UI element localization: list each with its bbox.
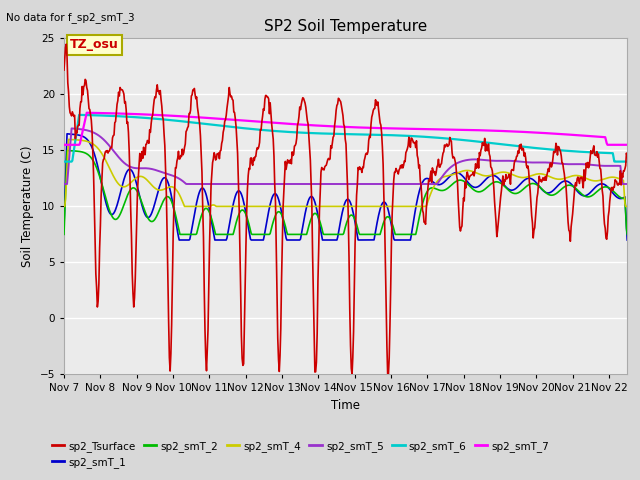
sp2_smT_4 <box>60 204 68 209</box>
sp2_smT_4 <box>465 168 472 173</box>
sp2_smT_1 <box>140 208 147 214</box>
sp2_Tsurface <box>323 162 330 168</box>
sp2_smT_4 <box>479 172 486 178</box>
sp2_Tsurface <box>140 144 147 150</box>
sp2_smT_1 <box>302 207 310 213</box>
sp2_smT_6 <box>140 115 147 120</box>
sp2_smT_5 <box>479 157 486 163</box>
sp2_smT_2 <box>623 231 631 237</box>
sp2_smT_5 <box>623 181 631 187</box>
sp2_smT_1 <box>63 131 71 137</box>
sp2_smT_6 <box>623 159 631 165</box>
sp2_Tsurface <box>63 41 70 47</box>
Line: sp2_smT_4: sp2_smT_4 <box>64 139 627 206</box>
sp2_smT_7 <box>60 142 68 148</box>
sp2_smT_5 <box>323 181 330 187</box>
sp2_smT_4 <box>63 181 70 187</box>
sp2_smT_6 <box>479 139 486 145</box>
sp2_smT_6 <box>465 138 472 144</box>
sp2_smT_1 <box>479 180 487 185</box>
sp2_smT_4 <box>301 204 309 209</box>
sp2_smT_4 <box>323 204 330 209</box>
sp2_smT_1 <box>63 154 70 160</box>
sp2_smT_2 <box>479 188 486 194</box>
sp2_smT_2 <box>60 231 68 237</box>
sp2_smT_7 <box>323 123 330 129</box>
sp2_smT_7 <box>63 142 70 148</box>
sp2_smT_7 <box>623 142 631 148</box>
sp2_Tsurface <box>63 54 71 60</box>
sp2_smT_2 <box>301 231 309 237</box>
sp2_smT_6 <box>60 159 68 165</box>
sp2_smT_2 <box>63 168 70 174</box>
sp2_Tsurface <box>60 67 68 73</box>
sp2_Tsurface <box>623 154 631 160</box>
sp2_Tsurface <box>301 100 309 106</box>
Legend: sp2_Tsurface, sp2_smT_1, sp2_smT_2, sp2_smT_4, sp2_smT_5, sp2_smT_6, sp2_smT_7: sp2_Tsurface, sp2_smT_1, sp2_smT_2, sp2_… <box>47 437 554 472</box>
sp2_smT_1 <box>623 237 631 243</box>
sp2_smT_1 <box>60 223 68 229</box>
sp2_smT_2 <box>323 231 330 237</box>
sp2_smT_4 <box>140 174 147 180</box>
sp2_smT_6 <box>323 131 330 136</box>
Y-axis label: Soil Temperature (C): Soil Temperature (C) <box>21 145 34 267</box>
sp2_smT_2 <box>140 205 147 211</box>
Line: sp2_smT_6: sp2_smT_6 <box>64 115 627 162</box>
X-axis label: Time: Time <box>331 399 360 412</box>
Text: No data for f_sp2_smT_3: No data for f_sp2_smT_3 <box>6 12 135 23</box>
Title: SP2 Soil Temperature: SP2 Soil Temperature <box>264 20 428 35</box>
sp2_smT_5 <box>140 165 147 171</box>
Line: sp2_smT_7: sp2_smT_7 <box>64 113 627 145</box>
Text: TZ_osu: TZ_osu <box>70 38 118 51</box>
sp2_smT_6 <box>301 130 309 136</box>
sp2_smT_5 <box>60 181 68 187</box>
sp2_smT_7 <box>83 110 91 116</box>
sp2_Tsurface <box>348 372 356 377</box>
sp2_smT_7 <box>479 128 486 133</box>
sp2_smT_4 <box>623 204 631 209</box>
Line: sp2_smT_2: sp2_smT_2 <box>64 151 627 234</box>
sp2_smT_2 <box>63 148 71 154</box>
sp2_smT_5 <box>63 181 70 187</box>
sp2_Tsurface <box>479 142 487 148</box>
sp2_smT_1 <box>175 237 183 243</box>
sp2_smT_1 <box>466 181 474 187</box>
sp2_smT_1 <box>323 237 331 243</box>
Line: sp2_Tsurface: sp2_Tsurface <box>64 44 627 374</box>
sp2_smT_7 <box>140 111 147 117</box>
sp2_smT_2 <box>465 182 472 188</box>
sp2_smT_5 <box>465 157 472 163</box>
sp2_smT_7 <box>301 122 309 128</box>
sp2_smT_6 <box>63 159 70 165</box>
sp2_smT_7 <box>465 127 472 133</box>
sp2_smT_4 <box>65 136 72 142</box>
sp2_smT_5 <box>68 126 76 132</box>
Line: sp2_smT_5: sp2_smT_5 <box>64 129 627 184</box>
Line: sp2_smT_1: sp2_smT_1 <box>64 134 627 240</box>
sp2_smT_5 <box>301 181 309 187</box>
sp2_smT_6 <box>76 112 83 118</box>
sp2_Tsurface <box>466 174 474 180</box>
